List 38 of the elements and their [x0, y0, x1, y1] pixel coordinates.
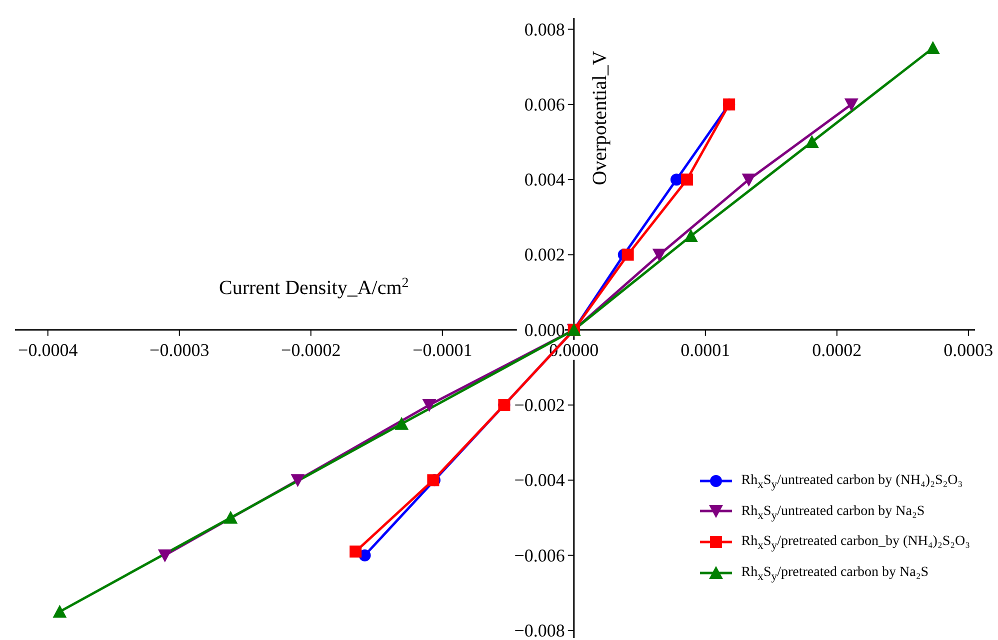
x-axis-title: Current Density_A/cm$^{2}$: [219, 275, 409, 299]
point: [52, 604, 67, 618]
y-axis-title: Overpotential_V: [588, 50, 611, 186]
y-tick-label: 0.004: [524, 170, 565, 190]
y-tick-label: −0.006: [514, 545, 565, 566]
y-tick-label: 0.006: [524, 94, 565, 114]
point: [684, 228, 698, 242]
point: [926, 41, 940, 54]
x-tick-label: 0.0002: [812, 340, 862, 360]
legend-label: Rh$_{x}$S$_{y}$/pretreated carbon_by (NH₄)₂S₂O₃: [741, 534, 970, 552]
point: [622, 248, 634, 261]
point: [158, 549, 172, 562]
x-tick-label: 0.0001: [680, 340, 730, 360]
y-tick-label: 0.008: [524, 19, 565, 40]
y-tick-label: 0.000: [524, 320, 565, 340]
y-tick-label: −0.002: [514, 395, 565, 416]
point: [670, 174, 682, 186]
y-tick-label: −0.008: [514, 620, 565, 640]
point: [844, 98, 858, 112]
point: [804, 135, 819, 148]
legend-label: Rh$_{x}$S$_{y}$/untreated carbon by (NH₄)₂S₂O₃: [741, 472, 963, 491]
y-tick-label: 0.002: [524, 244, 565, 265]
legend-label: Rh$_{x}$S$_{y}$/pretreated carbon by Na₂S: [741, 565, 929, 583]
point: [224, 510, 238, 524]
point: [681, 174, 693, 186]
legend-label: Rh$_{x}$S$_{y}$/untreated carbon by Na₂S: [741, 504, 925, 522]
x-tick-label: −0.0001: [412, 340, 472, 360]
point: [422, 399, 436, 412]
point: [394, 416, 409, 430]
x-tick-label: 0.0003: [944, 340, 994, 360]
x-tick-label: −0.0002: [281, 340, 341, 360]
point: [290, 474, 305, 488]
y-tick-label: −0.004: [514, 470, 565, 490]
point: [742, 174, 756, 187]
x-tick-label: −0.0004: [18, 340, 78, 360]
point: [350, 546, 362, 558]
point: [652, 248, 666, 262]
x-tick-label: −0.0003: [150, 340, 210, 360]
